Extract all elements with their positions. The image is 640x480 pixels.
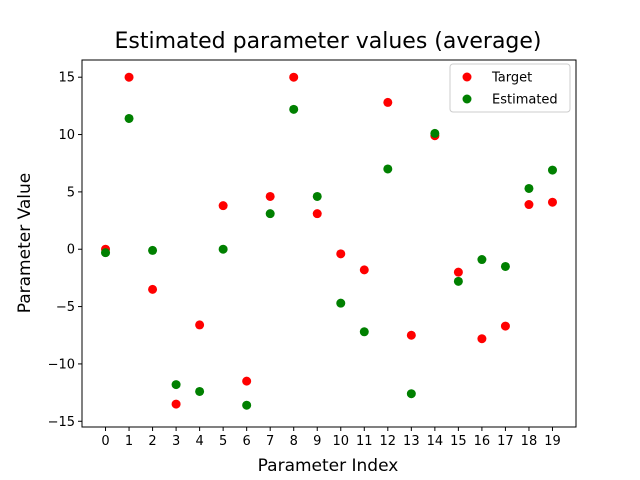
legend-marker-target	[462, 72, 472, 82]
x-tick-label: 3	[172, 434, 180, 449]
point-target-12	[383, 97, 393, 107]
y-tick-label: −15	[48, 415, 75, 430]
x-tick-label: 4	[195, 434, 203, 449]
y-axis-label: Parameter Value	[15, 173, 35, 314]
x-tick-label: 12	[380, 434, 397, 449]
point-target-19	[547, 197, 557, 207]
point-target-6	[242, 376, 252, 386]
y-tick-label: 0	[67, 243, 75, 258]
point-estimated-14	[430, 128, 440, 138]
x-tick-label: 11	[356, 434, 373, 449]
point-estimated-17	[500, 261, 510, 271]
point-target-17	[500, 321, 510, 331]
point-estimated-19	[547, 165, 557, 175]
point-estimated-0	[101, 248, 111, 258]
chart-title: Estimated parameter values (average)	[114, 29, 541, 54]
x-tick-label: 0	[101, 434, 109, 449]
point-target-7	[265, 191, 275, 201]
legend: Target Estimated	[449, 63, 571, 113]
x-tick-label: 2	[148, 434, 156, 449]
point-estimated-5	[218, 244, 228, 254]
x-tick-label: 8	[290, 434, 298, 449]
x-tick-label: 10	[332, 434, 349, 449]
y-tick-label: −10	[48, 357, 75, 372]
plot-area-frame	[81, 59, 577, 428]
point-estimated-11	[359, 327, 369, 337]
point-estimated-3	[171, 380, 181, 390]
y-tick-label: 15	[58, 71, 75, 86]
x-axis-label: Parameter Index	[258, 456, 399, 476]
point-estimated-15	[453, 276, 463, 286]
x-tick-label: 7	[266, 434, 274, 449]
y-tick-label: 5	[67, 185, 75, 200]
point-estimated-16	[477, 255, 487, 265]
y-tick-label: 10	[58, 128, 75, 143]
legend-label-estimated: Estimated	[492, 93, 558, 108]
point-estimated-13	[406, 389, 416, 399]
point-target-18	[524, 200, 534, 210]
point-estimated-8	[289, 104, 299, 114]
legend-box	[449, 63, 571, 113]
point-estimated-4	[195, 386, 205, 396]
point-target-11	[359, 265, 369, 275]
point-target-3	[171, 399, 181, 409]
x-tick-label: 9	[313, 434, 321, 449]
point-target-8	[289, 72, 299, 82]
point-estimated-12	[383, 164, 393, 174]
point-target-4	[195, 320, 205, 330]
point-target-5	[218, 201, 228, 211]
axis-ticks: 0 1 2 3 4 5 6 7 8 9 10 11 12 13 14 15 16 17 18 19−15−10−505…	[48, 71, 561, 449]
x-tick-label: 17	[497, 434, 514, 449]
point-estimated-6	[242, 400, 252, 410]
point-target-10	[336, 249, 346, 259]
legend-label-target: Target	[491, 71, 532, 86]
point-estimated-9	[312, 191, 322, 201]
point-estimated-2	[148, 245, 158, 255]
point-estimated-10	[336, 298, 346, 308]
x-tick-label: 14	[427, 434, 444, 449]
point-target-9	[312, 209, 322, 219]
legend-marker-estimated	[462, 94, 472, 104]
point-estimated-18	[524, 183, 534, 193]
point-estimated-7	[265, 209, 275, 219]
x-tick-label: 15	[450, 434, 467, 449]
x-tick-label: 19	[544, 434, 561, 449]
x-tick-label: 18	[521, 434, 538, 449]
x-tick-label: 5	[219, 434, 227, 449]
x-tick-label: 6	[243, 434, 251, 449]
point-target-1	[124, 72, 134, 82]
point-target-13	[406, 330, 416, 340]
point-estimated-1	[124, 113, 134, 123]
point-target-2	[148, 284, 158, 294]
point-target-16	[477, 334, 487, 344]
point-target-15	[453, 267, 463, 277]
x-tick-label: 16	[474, 434, 491, 449]
data-points	[101, 72, 557, 410]
y-tick-label: −5	[56, 300, 75, 315]
x-tick-label: 1	[125, 434, 133, 449]
x-tick-label: 13	[403, 434, 420, 449]
